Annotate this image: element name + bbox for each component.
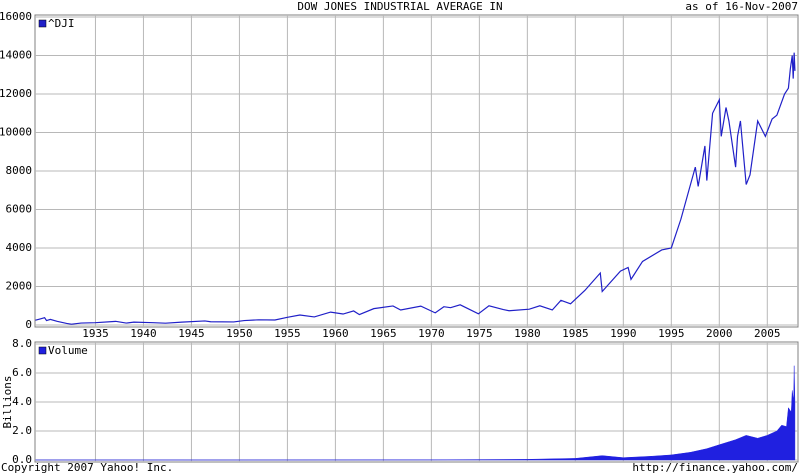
- x-tick-label: 1940: [130, 327, 157, 340]
- y-tick-label: 14000: [0, 49, 32, 62]
- y-tick-label: 8.0: [12, 337, 32, 350]
- y-tick-label: 0: [25, 318, 32, 331]
- y-tick-label: 12000: [0, 87, 32, 100]
- y-tick-label: 0.0: [12, 453, 32, 466]
- y-tick-label: 4000: [6, 241, 33, 254]
- chart-date: as of 16-Nov-2007: [685, 0, 798, 13]
- legend-swatch: [38, 346, 47, 355]
- copyright: Copyright 2007 Yahoo! Inc.: [1, 461, 173, 474]
- x-tick-label: 1980: [514, 327, 541, 340]
- y-tick-label: 4.0: [12, 395, 32, 408]
- x-tick-label: 1995: [658, 327, 685, 340]
- x-tick-label: 1950: [226, 327, 253, 340]
- legend-label: ^DJI: [48, 17, 75, 30]
- chart-title: DOW JONES INDUSTRIAL AVERAGE IN: [297, 0, 502, 13]
- x-tick-label: 1990: [610, 327, 637, 340]
- y-tick-label: 10000: [0, 126, 32, 139]
- y-axis-label: Billions: [1, 376, 14, 429]
- x-tick-label: 1975: [466, 327, 493, 340]
- volume-area: [35, 365, 796, 461]
- y-tick-label: 2.0: [12, 424, 32, 437]
- x-tick-label: 1970: [418, 327, 445, 340]
- legend-label: Volume: [48, 344, 88, 357]
- x-tick-label: 1985: [562, 327, 589, 340]
- source-url: http://finance.yahoo.com/: [632, 461, 798, 474]
- price-line: [35, 52, 796, 325]
- y-tick-label: 8000: [6, 164, 33, 177]
- x-tick-label: 1965: [370, 327, 397, 340]
- legend-swatch: [38, 19, 47, 28]
- x-tick-label: 1955: [274, 327, 301, 340]
- y-tick-label: 6000: [6, 203, 33, 216]
- x-tick-label: 1935: [82, 327, 109, 340]
- x-tick-label: 1960: [322, 327, 349, 340]
- x-tick-label: 1945: [178, 327, 205, 340]
- y-tick-label: 6.0: [12, 366, 32, 379]
- y-tick-label: 2000: [6, 280, 33, 293]
- x-tick-label: 2005: [754, 327, 781, 340]
- x-tick-label: 2000: [706, 327, 733, 340]
- y-tick-label: 16000: [0, 10, 32, 23]
